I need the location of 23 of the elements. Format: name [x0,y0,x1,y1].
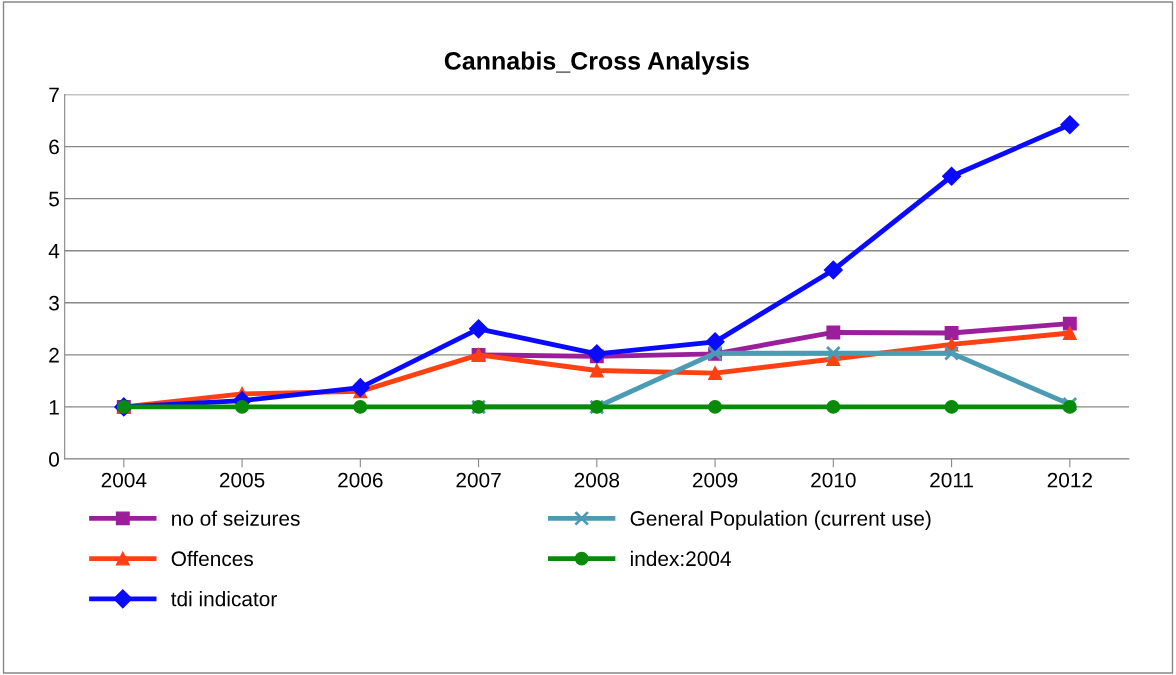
x-tick-label: 2011 [930,472,973,488]
y-tick-label: 1 [49,400,59,415]
legend-label: Offences [171,550,253,567]
y-tick-label: 4 [48,243,60,259]
y-tick-label: 0 [49,452,60,467]
chart-title: Cannabis_Cross Analysis [444,51,749,75]
x-tick-label: 2012 [1047,472,1092,488]
x-tick-label: 2009 [692,472,738,488]
x-tick-label: 2004 [101,472,147,488]
legend-label: no of seizures [172,510,300,526]
y-tick-label: 2 [49,347,59,363]
x-tick-label: 2007 [456,472,501,488]
x-tick-label: 2008 [574,472,620,488]
legend-label: tdi indicator [171,591,277,607]
y-tick-label: 6 [49,139,59,155]
legend-label: General Population (current use) [630,510,931,530]
x-tick-label: 2005 [219,472,265,488]
y-tick-label: 7 [49,87,59,103]
y-tick-label: 3 [49,295,59,311]
x-tick-label: 2006 [338,472,383,488]
x-tick-label: 2010 [811,472,856,488]
legend-label: index:2004 [630,550,731,567]
y-tick-label: 5 [49,191,59,207]
